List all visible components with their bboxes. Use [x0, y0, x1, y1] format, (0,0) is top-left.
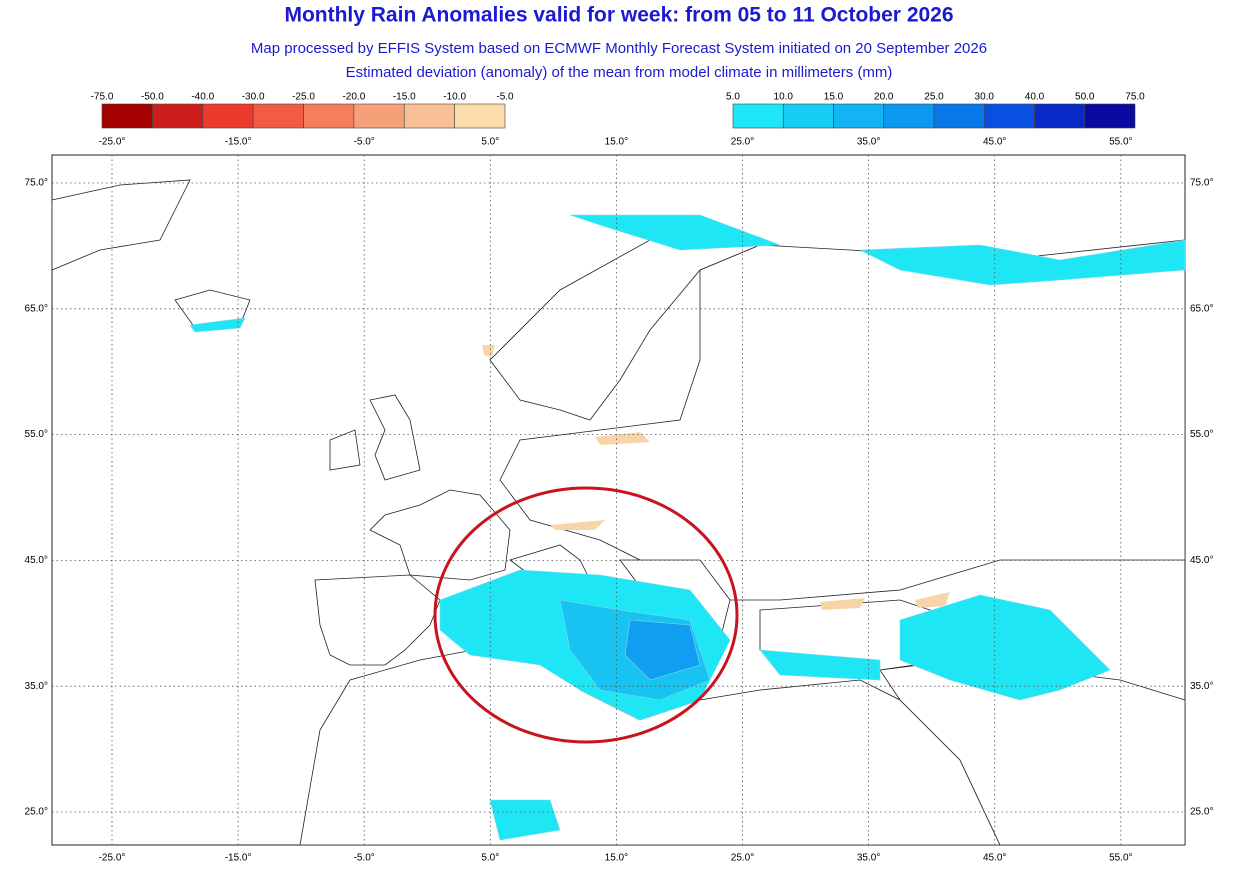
- colorbar-label: -15.0: [393, 92, 416, 103]
- lon-label-bottom: 45.0°: [983, 853, 1006, 864]
- lon-label-bottom: 5.0°: [481, 853, 499, 864]
- dry-poland: [595, 432, 650, 445]
- colorbar-box: [782, 103, 834, 129]
- colorbar-label: -30.0: [242, 92, 265, 103]
- colorbar-label: 50.0: [1075, 92, 1095, 103]
- colorbar-label: 40.0: [1025, 92, 1045, 103]
- lon-label-top: 15.0°: [605, 137, 628, 148]
- colorbar-label: -25.0: [292, 92, 315, 103]
- description: Estimated deviation (anomaly) of the mea…: [346, 64, 893, 81]
- anomaly-iceland: [189, 317, 246, 333]
- greenland: [51, 179, 191, 271]
- lon-label-top: -15.0°: [225, 137, 252, 148]
- anomaly-caucasus: [899, 594, 1111, 701]
- lon-label-bottom: 35.0°: [857, 853, 880, 864]
- anomaly-sahara: [489, 799, 561, 841]
- dry-areas: [482, 345, 950, 610]
- colorbar-label: 20.0: [874, 92, 894, 103]
- anomaly-turkey-coast: [759, 649, 881, 681]
- colorbar-box: [353, 103, 405, 129]
- iberia: [314, 574, 441, 666]
- subtitle: Map processed by EFFIS System based on E…: [251, 40, 987, 57]
- colorbar-box: [983, 103, 1035, 129]
- scandinavia: [489, 224, 761, 421]
- colorbar-box: [933, 103, 985, 129]
- colorbar-label: 75.0: [1125, 92, 1145, 103]
- lat-label-right: 75.0°: [1190, 178, 1213, 189]
- lat-label-right: 55.0°: [1190, 429, 1213, 440]
- ireland: [329, 429, 361, 471]
- lon-label-bottom: -15.0°: [225, 853, 252, 864]
- colorbar-box: [152, 103, 204, 129]
- lat-label-left: 75.0°: [25, 178, 48, 189]
- lat-label-left: 65.0°: [25, 303, 48, 314]
- anomaly-ionian: [624, 619, 701, 681]
- colorbar-label: 10.0: [774, 92, 794, 103]
- map-area: [51, 154, 1186, 846]
- highlight-circle: [433, 486, 739, 744]
- colorbar-box: [202, 103, 254, 129]
- lon-label-top: -5.0°: [354, 137, 375, 148]
- dry-alps: [550, 520, 605, 530]
- colorbar-label: -75.0: [91, 92, 114, 103]
- lat-label-right: 45.0°: [1190, 555, 1213, 566]
- colorbar-box: [1034, 103, 1086, 129]
- lon-label-top: 55.0°: [1109, 137, 1132, 148]
- lon-label-bottom: -25.0°: [99, 853, 126, 864]
- colorbar-label: 30.0: [975, 92, 995, 103]
- lon-label-bottom: 25.0°: [731, 853, 754, 864]
- lat-label-right: 25.0°: [1190, 807, 1213, 818]
- colorbar-label: 5.0: [726, 92, 740, 103]
- lon-label-top: 5.0°: [481, 137, 499, 148]
- dry-black-sea: [820, 598, 865, 610]
- dry-norway: [482, 345, 495, 357]
- colorbar-box: [252, 103, 304, 129]
- title: Monthly Rain Anomalies valid for week: f…: [284, 4, 953, 27]
- colorbar-label: 15.0: [824, 92, 844, 103]
- lat-label-left: 25.0°: [25, 807, 48, 818]
- colorbar-label: -5.0: [496, 92, 514, 103]
- anomaly-barents: [569, 214, 781, 251]
- lon-label-top: 35.0°: [857, 137, 880, 148]
- anomaly-areas: [189, 214, 1186, 841]
- longitude-labels: -25.0° -25.0° -15.0° -15.0° -5.0° -5.0° 5.0° 5.…: [99, 137, 1133, 864]
- lat-label-left: 35.0°: [25, 681, 48, 692]
- lon-label-bottom: -5.0°: [354, 853, 375, 864]
- colorbar-label: 25.0: [924, 92, 944, 103]
- france: [369, 489, 511, 581]
- great-britain: [369, 394, 421, 481]
- colorbar-box: [454, 103, 506, 129]
- colorbar-box: [1084, 103, 1136, 129]
- colorbar-box: [833, 103, 885, 129]
- lat-label-left: 45.0°: [25, 555, 48, 566]
- lon-label-top: 25.0°: [731, 137, 754, 148]
- colorbar-label: -10.0: [443, 92, 466, 103]
- lon-label-bottom: 55.0°: [1109, 853, 1132, 864]
- lat-label-right: 65.0°: [1190, 303, 1213, 314]
- colorbar-box: [732, 103, 784, 129]
- lat-label-left: 55.0°: [25, 429, 48, 440]
- colorbar-label: -40.0: [191, 92, 214, 103]
- colorbar-box: [403, 103, 455, 129]
- colorbar-label: -20.0: [342, 92, 365, 103]
- dry-caucasus: [915, 592, 950, 608]
- colorbar-box: [303, 103, 355, 129]
- colorbars: -75.0 -50.0 -40.0 -30.0 -25.0 -20.0 -15.0 -10.0…: [91, 92, 1145, 129]
- latitude-labels: 75.0° 75.0° 65.0° 65.0° 55.0° 55.0° 45.0° 45.0°…: [25, 178, 1214, 818]
- lat-label-right: 35.0°: [1190, 681, 1213, 692]
- anomaly-arctic: [859, 239, 1186, 286]
- colorbar-box: [883, 103, 935, 129]
- iceland: [174, 289, 251, 329]
- colorbar-box: [101, 103, 153, 129]
- lon-label-top: -25.0°: [99, 137, 126, 148]
- colorbar-label: -50.0: [141, 92, 164, 103]
- lon-label-top: 45.0°: [983, 137, 1006, 148]
- lon-label-bottom: 15.0°: [605, 853, 628, 864]
